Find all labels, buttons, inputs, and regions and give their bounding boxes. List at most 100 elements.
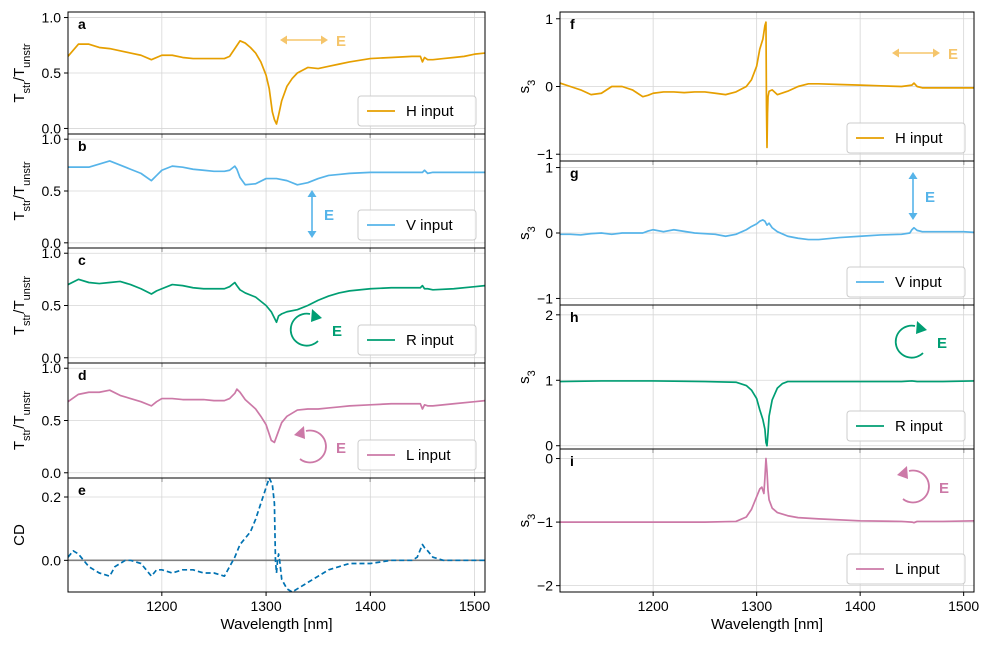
panel-label: f [570,16,575,32]
ytick-label: 0.0 [42,120,62,136]
ytick-label: 0.0 [42,350,62,366]
polarization-label: E [939,480,949,497]
ytick-label: 2 [545,307,553,323]
legend: L input [846,553,966,585]
legend-box [846,553,966,585]
series-line-c [68,278,485,324]
axes-frame [559,448,975,593]
legend: V input [846,266,966,298]
ytick-label: −1 [537,514,553,530]
axes-frame [67,477,486,593]
ytick-label: 1.0 [42,360,62,376]
legend: H input [846,122,966,154]
ytick-label: 1 [545,11,553,27]
y-axis-label: s3 [516,80,538,94]
polarization-label: E [336,33,346,50]
panel-h: 0 1 2 h s3 R input E [516,304,975,454]
xtick-label: 1400 [845,598,876,614]
series-line-b [68,160,485,186]
legend-box [846,266,966,298]
series-line-d [68,388,485,444]
legend: R input [357,324,477,356]
ytick-label: 0.0 [42,465,62,481]
circular-arrow-counterclockwise-icon [294,426,327,464]
legend-label: L input [895,561,940,578]
polarization-label: E [925,189,935,206]
ytick-label: 1.0 [42,131,62,147]
panel-e: 0.0 0.2 1200 1300 1400 1500 Wavelength [nm] e CD [11,477,490,633]
series-line-g [560,219,974,241]
panel-c: 0.0 0.5 1.0 c Tstr/Tunstr R input E [11,245,486,367]
circular-arrow-clockwise-icon [894,321,927,359]
xtick-label: 1200 [146,598,177,614]
double-arrow-vertical-icon [307,190,317,238]
double-arrow-horizontal-icon [280,35,328,45]
y-axis-label: CD [11,524,28,546]
polarization-label: E [948,46,958,63]
ytick-label: 1 [545,372,553,388]
legend-label: H input [406,103,454,120]
legend: R input [846,410,966,442]
legend: V input [357,209,477,241]
series-line-i [560,457,974,524]
circular-arrow-counterclockwise-icon [897,466,930,504]
legend-label: H input [895,130,943,147]
legend-box [846,122,966,154]
circular-arrow-clockwise-icon [289,309,322,347]
polarization-label: E [324,207,334,224]
panel-g: −1 0 1 g s3 V input E [516,160,975,309]
panel-i: −2 −1 0 1200 1300 1400 1500 Wavelength [nm] i s3 L… [516,448,979,633]
xtick-label: 1300 [250,598,281,614]
xtick-label: 1200 [638,598,669,614]
xtick-label: 1300 [741,598,772,614]
legend: L input [357,439,477,471]
ytick-label: 0.0 [42,235,62,251]
legend-label: V input [895,274,943,291]
polarization-label: E [937,335,947,352]
ytick-label: 0 [545,451,553,467]
polarization-label: E [332,323,342,340]
legend-box [357,209,477,241]
legend-label: L input [406,447,451,464]
panel-label: g [570,165,579,181]
panel-label: d [78,367,87,383]
y-axis-label: Tstr/Tunstr [11,391,33,451]
double-arrow-vertical-icon [908,172,918,220]
xtick-label: 1500 [948,598,979,614]
xtick-label: 1400 [355,598,386,614]
y-axis-label: s3 [516,370,538,384]
ytick-label: 1 [545,160,553,176]
legend-box [357,324,477,356]
ytick-label: 0.5 [42,413,62,429]
legend-label: R input [406,332,454,349]
y-axis-label: Tstr/Tunstr [11,276,33,336]
panel-label: i [570,453,574,469]
panel-label: h [570,309,579,325]
ytick-label: 1.0 [42,245,62,261]
x-axis-label: Wavelength [nm] [711,616,823,633]
legend-label: R input [895,418,943,435]
panel-b: 0.0 0.5 1.0 b Tstr/Tunstr V input E [11,131,486,252]
series-line-e [68,478,485,592]
y-axis-label: Tstr/Tunstr [11,161,33,221]
polarization-label: E [336,440,346,457]
double-arrow-horizontal-icon [892,48,940,58]
ytick-label: 0.0 [42,552,62,568]
series-line-f [560,21,974,149]
panel-label: a [78,16,86,32]
ytick-label: 0 [545,438,553,454]
ytick-label: −1 [537,146,553,162]
panel-a: 0.0 0.5 1.0 a Tstr/Tunstr H input E [11,10,486,138]
legend-label: V input [406,217,454,234]
ytick-label: 0 [545,79,553,95]
legend-box [357,439,477,471]
x-axis-label: Wavelength [nm] [221,616,333,633]
panel-label: b [78,138,87,154]
legend-box [357,95,477,127]
y-axis-label: s3 [516,514,538,528]
ytick-label: −1 [537,290,553,306]
ytick-label: 0 [545,225,553,241]
ytick-label: 0.2 [42,489,62,505]
series-line-h [560,380,974,447]
